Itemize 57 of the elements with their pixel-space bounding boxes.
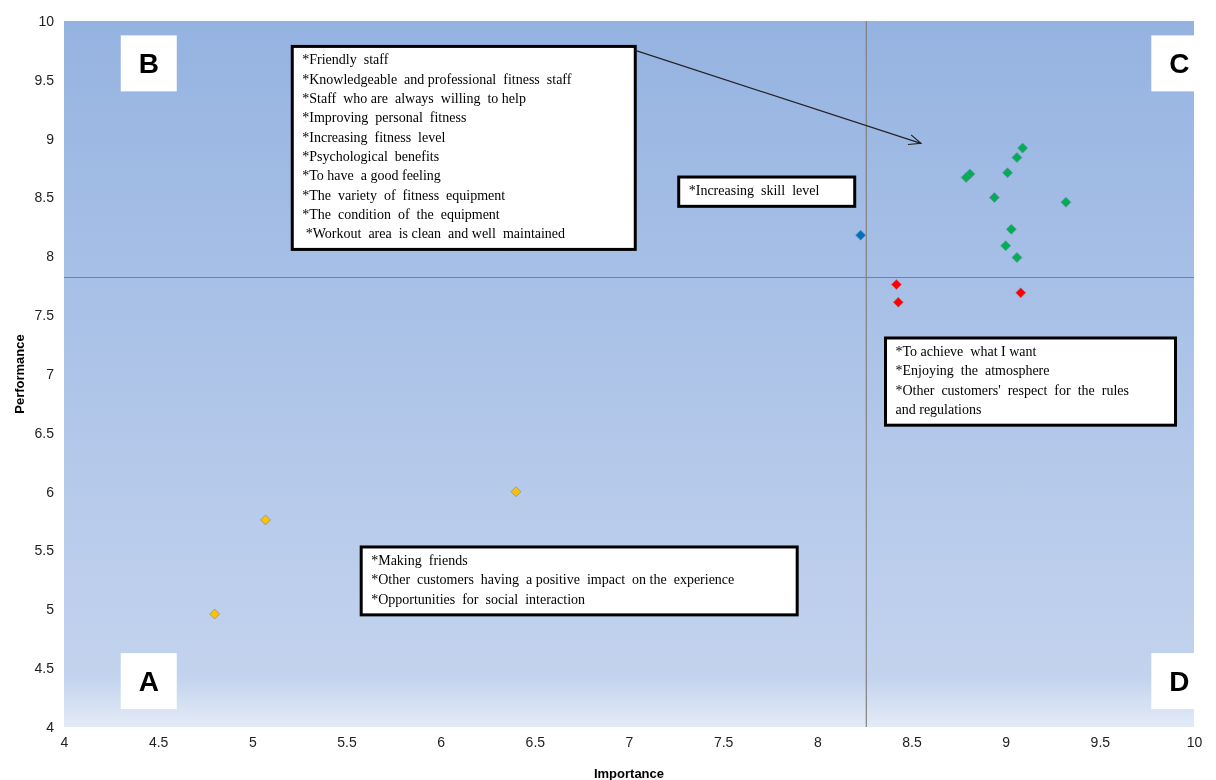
- y-tick-label: 5: [46, 601, 55, 618]
- y-tick-label: 6.5: [34, 424, 55, 441]
- y-tick-label: 7: [46, 365, 55, 382]
- x-tick-label: 8: [813, 733, 822, 750]
- point: [1017, 142, 1028, 154]
- y-tick-label: 8.5: [34, 189, 55, 206]
- x-tick-label: 7: [625, 733, 634, 750]
- x-tick-label: 10: [1186, 733, 1203, 750]
- x-tick-label: 9: [1002, 733, 1011, 750]
- y-tick-label: 10: [38, 12, 55, 29]
- x-tick-label: 5.5: [337, 733, 357, 750]
- x-tick-label: 8.5: [902, 733, 922, 750]
- x-axis-title: Importance: [593, 766, 665, 780]
- y-tick-label: 9.5: [34, 71, 55, 88]
- point: [510, 486, 522, 497]
- point: [1006, 223, 1017, 235]
- x-tick-label: 5: [248, 733, 257, 750]
- annotation: *Increasing skill level: [688, 183, 820, 199]
- letter-label: B: [120, 35, 177, 92]
- x-tick-label: 9.5: [1090, 733, 1111, 750]
- y-tick-label: 8: [46, 248, 55, 265]
- annotation: *Making friends *Other customers having a positive impact on the experience *Opportunities for social interaction: [371, 552, 735, 607]
- point: [1060, 196, 1072, 208]
- point: [1015, 287, 1027, 299]
- annotation: B: [138, 48, 159, 80]
- y-tick-label: 4: [46, 718, 55, 735]
- y-tick-label: 6: [46, 483, 55, 500]
- point: [1011, 152, 1023, 163]
- letter-label: A: [120, 653, 177, 710]
- point: [1002, 167, 1013, 179]
- x-tick-label: 7.5: [713, 733, 734, 750]
- point: [1011, 252, 1023, 263]
- x-tick-label: 6: [437, 733, 446, 750]
- note-box: *Friendly staff *Knowledgeable and professional fitness staff *Staff who are always willing to help *Improving personal fitness *Increasing fitness level *Psychological benefits *To have a good feeling *The variety of fitness equipment *The condition of the equipment *Workout area is clean and well maintained: [290, 44, 637, 251]
- y-tick-label: 7.5: [34, 307, 55, 324]
- point: [855, 229, 866, 241]
- point: [960, 172, 972, 183]
- note-box: *To achieve what I want *Enjoying the atmosphere *Other customers' respect for the rules and regulations: [884, 336, 1177, 427]
- point: [989, 192, 1000, 203]
- annotation: C: [1169, 48, 1190, 80]
- y-tick-label: 4.5: [34, 660, 55, 677]
- x-tick-label: 4.5: [148, 733, 169, 750]
- point: [260, 514, 271, 526]
- note-box: *Making friends *Other customers having a positive impact on the experience *Opportunities for social interaction: [359, 545, 799, 617]
- annotation: *To achieve what I want *Enjoying the atmosphere *Other customers' respect for the rules and regulations: [895, 343, 1129, 417]
- annotation: A: [138, 666, 159, 698]
- x-tick-label: 6.5: [525, 733, 546, 750]
- point: [1000, 240, 1011, 252]
- annotation: D: [1169, 666, 1190, 698]
- note-box: *Increasing skill level: [677, 175, 857, 208]
- x-tick-label: 4: [60, 733, 69, 750]
- y-tick-label: 9: [46, 130, 55, 147]
- y-axis-title: Performance: [12, 334, 27, 414]
- point: [209, 608, 220, 620]
- point: [891, 279, 902, 290]
- point: [893, 296, 904, 308]
- y-tick-label: 5.5: [34, 542, 55, 559]
